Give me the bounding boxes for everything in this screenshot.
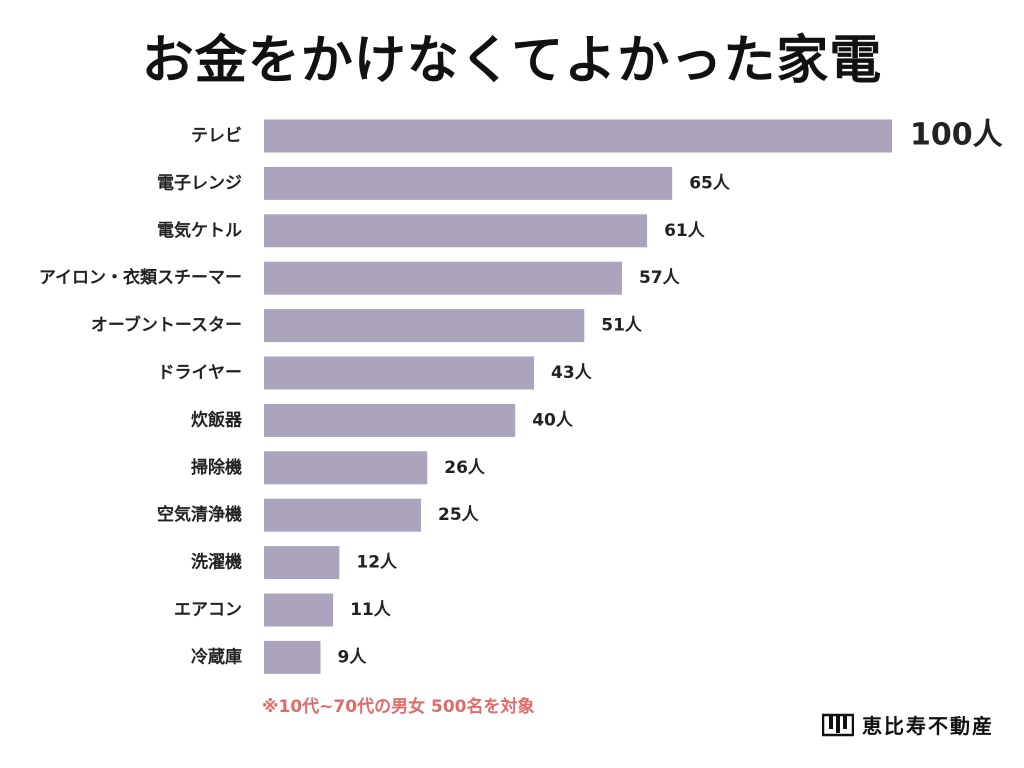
value-label: 100人 (910, 118, 1003, 153)
bar (264, 356, 535, 390)
bar (264, 166, 673, 200)
company-name: 恵比寿不動産 (862, 714, 994, 738)
category-label: オーブントースター (91, 315, 242, 336)
value-label: 57人 (639, 268, 681, 288)
value-label: 9人 (338, 647, 368, 667)
value-label: 51人 (601, 316, 643, 336)
category-label: 電子レンジ (157, 173, 242, 193)
bar (264, 214, 648, 248)
bar (264, 403, 516, 437)
value-label: 65人 (689, 173, 731, 193)
bar (264, 498, 421, 532)
category-label: ドライヤー (158, 363, 243, 383)
building-logo-icon (822, 713, 854, 736)
value-label: 25人 (438, 505, 480, 525)
category-label: 冷蔵庫 (191, 646, 242, 667)
value-label: 40人 (532, 410, 574, 430)
category-label: エアコン (174, 600, 242, 620)
category-label: 洗濯機 (191, 552, 242, 573)
value-label: 11人 (350, 600, 392, 620)
category-label: 電気ケトル (157, 220, 242, 241)
value-label: 26人 (444, 458, 486, 478)
category-label: テレビ (191, 126, 242, 146)
category-label: 空気清浄機 (157, 504, 242, 525)
bar (264, 593, 334, 627)
bar (264, 640, 321, 674)
value-label: 12人 (356, 553, 398, 573)
bar (264, 261, 622, 295)
survey-note: ※10代~70代の男女 500名を対象 (262, 697, 535, 717)
bar (264, 309, 585, 343)
bar (264, 119, 892, 153)
category-label: 掃除機 (191, 457, 242, 478)
bar (264, 451, 428, 485)
chart-title: お金をかけなくてよかった家電 (141, 31, 883, 91)
category-label: アイロン・衣類スチーマー (39, 267, 242, 288)
bar (264, 546, 340, 580)
category-label: 炊飯器 (191, 409, 243, 430)
company-logo: 恵比寿不動産 (822, 710, 994, 739)
value-label: 61人 (664, 221, 706, 241)
value-label: 43人 (551, 363, 593, 383)
